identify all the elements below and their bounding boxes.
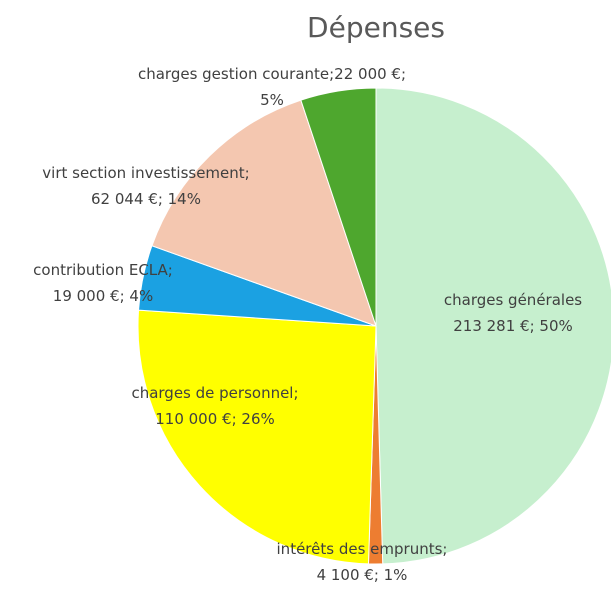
data-label-line: 110 000 €; 26% [155, 410, 275, 428]
data-label-line: 62 044 €; 14% [91, 190, 201, 208]
data-label-virt-section-investissement: virt section investissement; 62 044 €; 14… [42, 164, 249, 208]
data-labels: charges générales 213 281 €; 50% intérêts … [33, 65, 582, 584]
data-label-line: intérêts des emprunts; [277, 540, 448, 558]
data-label-contribution-ECLA: contribution ECLA; 19 000 €; 4% [33, 261, 173, 305]
data-label-line: charges générales [444, 291, 582, 309]
pie-slice-virt-section-investissement [151, 99, 377, 327]
data-label-intérêts-des-emprunts: intérêts des emprunts; 4 100 €; 1% [277, 540, 448, 584]
data-label-line: contribution ECLA; [33, 261, 173, 279]
pie-slices [137, 87, 611, 565]
data-label-line: charges de personnel; [131, 384, 298, 402]
pie-slice-charges-de-personnel [137, 309, 377, 565]
data-label-line: 5% [260, 91, 284, 109]
pie-slice-charges-gestion-courante [300, 87, 377, 327]
pie-slice-charges-générales [375, 87, 611, 565]
data-label-line: 213 281 €; 50% [453, 317, 573, 335]
data-label-charges-générales: charges générales 213 281 €; 50% [444, 291, 582, 335]
data-label-line: charges gestion courante;22 000 €; [138, 65, 406, 83]
data-label-line: 4 100 €; 1% [317, 566, 408, 584]
chart-title: Dépenses [307, 11, 445, 44]
data-label-line: virt section investissement; [42, 164, 249, 182]
data-label-charges-de-personnel: charges de personnel; 110 000 €; 26% [131, 384, 298, 428]
data-label-charges-gestion-courante: charges gestion courante;22 000 €; 5% [138, 65, 406, 109]
data-label-line: 19 000 €; 4% [53, 287, 153, 305]
